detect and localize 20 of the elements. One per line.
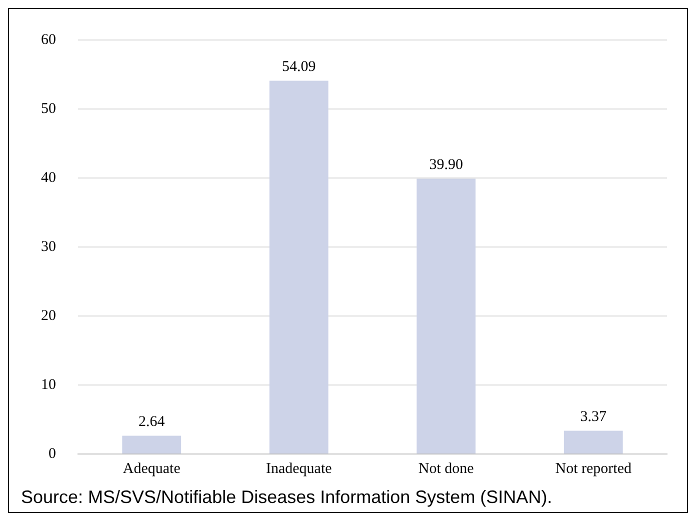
source-note: Source: MS/SVS/Notifiable Diseases Information System (SINAN). — [20, 486, 554, 509]
data-label: 54.09 — [282, 59, 316, 76]
y-tick-label: 10 — [41, 376, 56, 393]
y-tick-label: 60 — [41, 32, 56, 48]
bar — [269, 80, 328, 454]
data-label: 2.64 — [138, 414, 166, 430]
data-label: 3.37 — [580, 409, 607, 426]
x-tick-label: Inadequate — [266, 460, 332, 477]
x-tick-label: Not reported — [555, 460, 632, 477]
x-tick-label: Not done — [418, 460, 474, 477]
y-tick-label: 40 — [41, 170, 56, 186]
y-tick-label: 50 — [41, 100, 56, 117]
y-tick-label: 0 — [48, 446, 56, 462]
bar — [564, 430, 623, 454]
y-tick-label: 30 — [41, 238, 56, 255]
data-label: 39.90 — [429, 157, 463, 174]
bar — [416, 178, 476, 454]
y-tick-label: 20 — [41, 308, 56, 324]
bar — [122, 436, 182, 454]
x-tick-label: Adequate — [122, 460, 181, 477]
